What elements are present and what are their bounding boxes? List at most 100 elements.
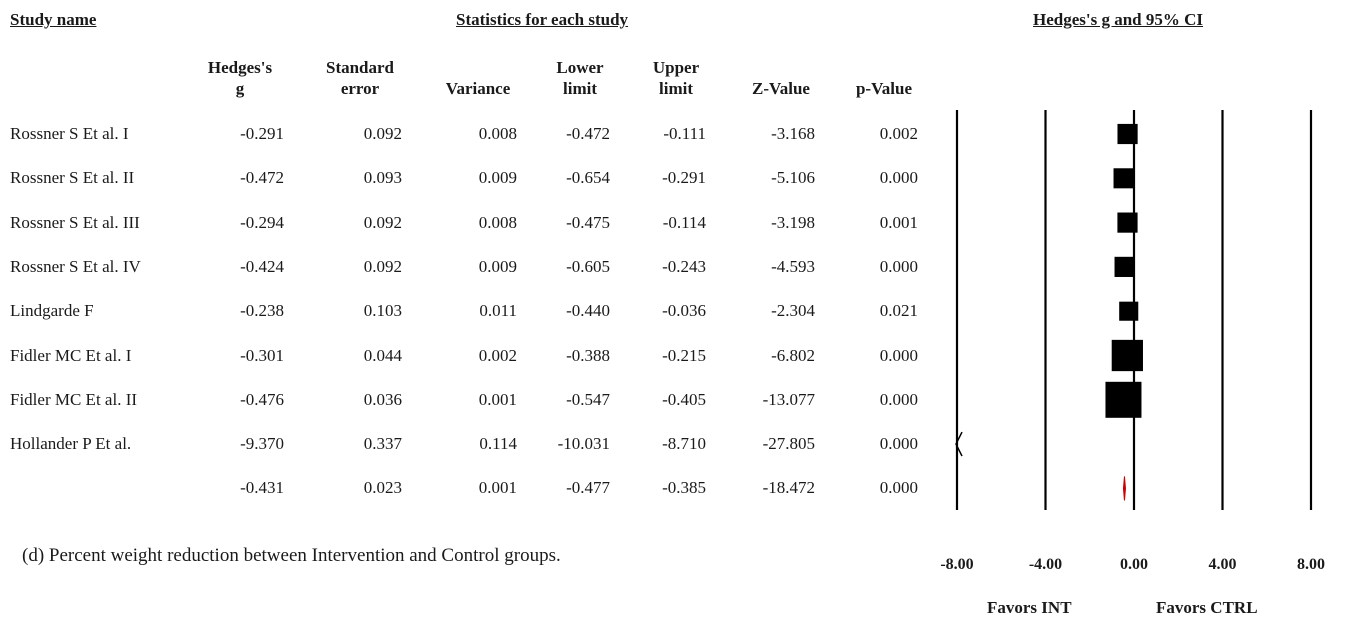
- table-cell: 0.008: [478, 124, 517, 143]
- table-cell: 0.001: [478, 478, 517, 498]
- column-header-line2: p-Value: [855, 79, 913, 98]
- column-header-1: Standard error: [300, 57, 420, 99]
- table-cell: -6.802: [771, 345, 815, 365]
- table-cell: -5.106: [771, 168, 815, 188]
- table-cell: -18.472: [762, 478, 815, 498]
- study-name: Hollander P Et al.: [10, 434, 132, 454]
- table-cell: -10.031: [557, 434, 610, 454]
- study-name: Rossner S Et al. III: [10, 212, 140, 232]
- x-tick-label: -4.00: [1028, 556, 1063, 573]
- table-cell: 0.092: [363, 124, 402, 143]
- column-header-line2: error: [340, 79, 380, 98]
- table-cell: -0.405: [662, 389, 706, 409]
- plot-title: Hedges's g and 95% CI: [1033, 10, 1204, 29]
- table-cell: 0.093: [363, 168, 402, 188]
- table-cell: -8.710: [662, 434, 706, 454]
- table-cell: 0.044: [363, 345, 402, 365]
- table-cell: 0.009: [478, 168, 517, 188]
- study-name-header: Study name: [10, 10, 97, 29]
- table-cell: -0.472: [566, 124, 610, 143]
- study-marker: [1111, 339, 1143, 372]
- x-tick-label: 4.00: [1208, 556, 1237, 573]
- stats-group-header: Statistics for each study: [456, 10, 629, 29]
- table-cell: -0.301: [240, 345, 284, 365]
- table-cell: -0.440: [566, 301, 610, 321]
- table-cell: -27.805: [762, 434, 815, 454]
- table-cell: -0.547: [566, 389, 610, 409]
- column-header-line1: Lower: [556, 58, 604, 77]
- offscale-arrow: [955, 431, 963, 457]
- table-cell: -0.472: [240, 168, 284, 188]
- table-cell: 0.000: [879, 478, 918, 498]
- table-cell: 0.001: [879, 212, 918, 232]
- table-cell: -0.238: [240, 301, 284, 321]
- table-cell: -0.243: [662, 256, 706, 276]
- table-cell: -9.370: [240, 434, 284, 454]
- study-name: Rossner S Et al. II: [10, 168, 135, 188]
- table-cell: -2.304: [771, 301, 815, 321]
- table-cell: -0.431: [240, 478, 284, 498]
- table-cell: -0.215: [662, 345, 706, 365]
- table-cell: -3.198: [771, 212, 815, 232]
- column-header-line1: Standard: [325, 58, 395, 77]
- table-cell: -3.168: [771, 124, 815, 143]
- table-cell: -0.424: [240, 256, 284, 276]
- study-marker: [1113, 168, 1134, 189]
- column-header-5: Z-Value: [721, 57, 841, 99]
- table-cell: 0.008: [478, 212, 517, 232]
- column-header-line2: Variance: [445, 79, 511, 98]
- column-header-3: Lower limit: [520, 57, 640, 99]
- table-cell: -0.477: [566, 478, 610, 498]
- table-cell: -0.476: [240, 389, 284, 409]
- x-tick-label: 0.00: [1120, 556, 1148, 573]
- study-name: Fidler MC Et al. I: [10, 345, 132, 365]
- table-cell: -0.294: [240, 212, 284, 232]
- study-name: Rossner S Et al. I: [10, 124, 129, 143]
- table-cell: 0.009: [478, 256, 517, 276]
- column-header-line2: g: [235, 79, 245, 98]
- summary-diamond: [1122, 476, 1126, 501]
- table-cell: 0.001: [478, 389, 517, 409]
- table-cell: 0.092: [363, 256, 402, 276]
- table-cell: -0.111: [663, 124, 706, 143]
- table-cell: 0.092: [363, 212, 402, 232]
- table-cell: 0.002: [478, 345, 517, 365]
- column-header-4: Upper limit: [616, 57, 736, 99]
- column-header-line2: Z-Value: [752, 79, 810, 98]
- study-marker: [1117, 212, 1138, 233]
- table-cell: 0.000: [879, 256, 918, 276]
- table-cell: -0.475: [566, 212, 610, 232]
- table-cell: 0.114: [479, 434, 517, 454]
- table-cell: 0.103: [363, 301, 402, 321]
- x-tick-label: -8.00: [940, 556, 974, 573]
- study-marker: [1105, 381, 1142, 418]
- table-cell: 0.000: [879, 345, 918, 365]
- favors-int-label: Favors INT: [987, 598, 1072, 617]
- column-header-line2: limit: [563, 79, 597, 98]
- table-cell: 0.036: [363, 389, 402, 409]
- study-name: Lindgarde F: [10, 301, 94, 321]
- column-header-6: p-Value: [824, 57, 944, 99]
- table-cell: 0.000: [879, 168, 918, 188]
- table-cell: -0.385: [662, 478, 706, 498]
- x-tick-label: 8.00: [1297, 556, 1325, 573]
- table-cell: 0.002: [879, 124, 918, 143]
- study-marker: [1119, 301, 1139, 321]
- table-cell: 0.000: [879, 434, 918, 454]
- column-header-line2: limit: [659, 79, 693, 98]
- study-marker: [1117, 123, 1138, 145]
- figure-caption: (d) Percent weight reduction between Int…: [22, 545, 561, 566]
- table-cell: 0.021: [879, 301, 918, 321]
- table-cell: 0.023: [363, 478, 402, 498]
- table-cell: -4.593: [771, 256, 815, 276]
- favors-ctrl-label: Favors CTRL: [1156, 598, 1258, 617]
- column-header-2: Variance: [418, 57, 538, 99]
- study-name: Fidler MC Et al. II: [10, 389, 138, 409]
- table-cell: -0.388: [566, 345, 610, 365]
- table-cell: 0.000: [879, 389, 918, 409]
- table-cell: 0.337: [363, 434, 402, 454]
- table-cell: -0.036: [662, 301, 706, 321]
- study-name: Rossner S Et al. IV: [10, 256, 141, 276]
- column-header-0: Hedges's g: [180, 57, 300, 99]
